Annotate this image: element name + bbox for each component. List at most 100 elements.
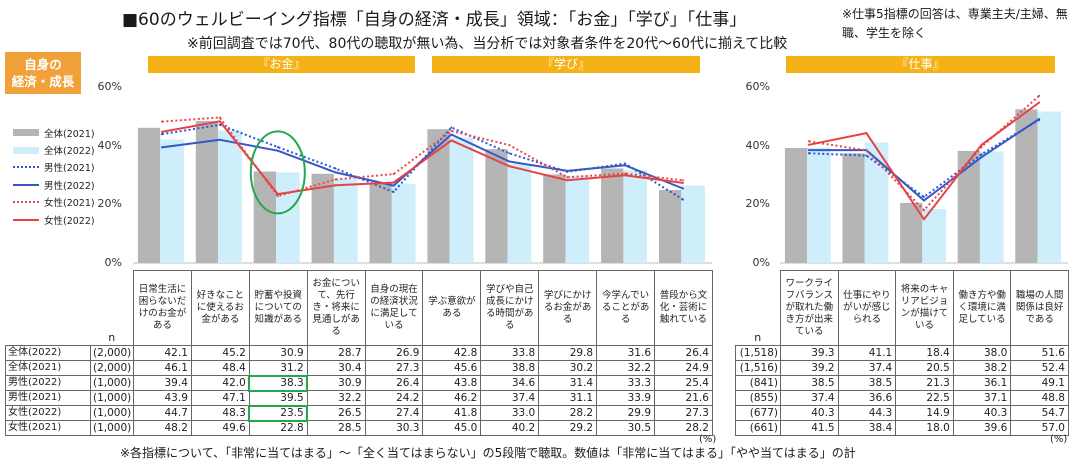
point-male-2022-left-9 (624, 164, 627, 167)
point-male-2021-right-4 (980, 153, 983, 156)
point-female-2022-right-3 (923, 218, 925, 221)
point-male-2022-left-8 (566, 169, 569, 172)
row-label: 男性(2022) (5, 375, 91, 391)
table-cell: 41.8 (422, 405, 482, 421)
unit-label-left: (%) (699, 434, 717, 445)
table-cell: 39.6 (952, 420, 1012, 436)
table-cell: 27.4 (364, 405, 424, 421)
point-male-2021-right-3 (923, 196, 925, 198)
domain-category-line-2: 経済・成長 (11, 74, 75, 89)
data-table-left-container: n 日常生活に困らないだけのお金がある 好きなことに使えるお金がある 貯蓄や投資につい… (5, 270, 713, 436)
table-row-total-2022: (1,518) 39.3 41.1 18.4 38.0 51.6 (735, 345, 1069, 361)
table-cell: 37.4 (480, 390, 540, 406)
plot-right (780, 94, 1068, 264)
row-sample-size: (1,516) (735, 360, 781, 376)
y-tick-right-0: 0% (752, 256, 770, 269)
point-female-2022-right-1 (807, 143, 810, 146)
domain-category-line-1: 自身の (24, 57, 62, 72)
table-cell: 30.3 (364, 420, 424, 436)
table-row-female-2022: (677) 40.3 44.3 14.9 40.3 54.7 (735, 405, 1069, 421)
y-tick-left-60: 60% (97, 80, 122, 93)
point-male-2021-left-10 (682, 198, 684, 201)
row-sample-size: (1,000) (90, 375, 134, 391)
category-label-left-4: お金について、先行き・将来に見通しがある (306, 270, 366, 346)
section-header-money: 『お金』 (148, 56, 415, 73)
section-header-work: 『仕事』 (786, 56, 1055, 73)
category-label-right-5: 職場の人間関係は良好である (1010, 270, 1069, 346)
table-row-total-2021: (1,516) 39.2 37.4 20.5 38.2 52.4 (735, 360, 1069, 376)
point-female-2021-left-5 (392, 173, 395, 176)
page-title: ■60のウェルビーイング指標「自身の経済・成長」領域：「お金」「学び」「仕事」 (122, 10, 747, 30)
table-cell: 26.4 (364, 375, 424, 391)
table-cell: 39.2 (780, 360, 839, 376)
line-male-2022-left (161, 133, 684, 190)
row-sample-size: (2,000) (90, 360, 134, 376)
table-cell: 38.0 (952, 345, 1012, 361)
point-female-2022-left-6 (450, 139, 453, 142)
category-label-left-5: 自身の現在の経済状況に満足している (364, 270, 424, 346)
point-female-2021-right-3 (923, 209, 925, 212)
bar-total-2021-left-3 (253, 171, 276, 263)
point-female-2021-left-9 (624, 172, 627, 175)
n-header: n (754, 331, 762, 344)
bar-total-2021-left-10 (659, 190, 682, 263)
table-cell: 37.4 (780, 390, 839, 406)
table-cell: 26.9 (364, 345, 424, 361)
table-row-female-2022: 女性(2022) (1,000) 44.7 48.3 23.5 26.5 27.4 41.8 3… (5, 404, 713, 422)
table-cell: 42.1 (133, 345, 192, 361)
table-cell: 33.9 (596, 390, 656, 406)
table-cell: 28.2 (654, 420, 713, 436)
table-row-male-2022: (841) 38.5 38.5 21.3 36.1 49.1 (735, 375, 1069, 391)
point-female-2021-right-1 (807, 140, 810, 143)
table-cell: 39.5 (248, 390, 308, 406)
bar-total-2022-right-2 (864, 142, 889, 263)
legend-swatch-female-2022 (13, 218, 39, 221)
point-female-2021-left-2 (218, 116, 221, 119)
category-label-right-2: 仕事にやりがいが感じられる (837, 270, 897, 346)
y-tick-left-40: 40% (97, 139, 122, 152)
legend-label-total-2021: 全体(2021) (44, 128, 95, 140)
point-male-2022-right-4 (980, 156, 983, 159)
bar-total-2022-right-1 (807, 147, 831, 263)
table-cell: 22.8 (248, 420, 308, 436)
table-cell: 29.8 (538, 345, 598, 361)
table-cell: 27.3 (654, 405, 713, 421)
bar-total-2022-right-5 (1037, 111, 1062, 263)
table-cell: 18.4 (895, 345, 954, 361)
table-cell: 33.0 (480, 405, 540, 421)
table-cell: 31.4 (538, 375, 598, 391)
highlight-circle (249, 130, 306, 215)
table-row-total-2021: 全体(2021) (2,000) 46.1 48.4 31.2 30.4 27.3 45.6 3… (5, 360, 713, 376)
footer-note: ※各指標について、「非常に当てはまる」～「全く当てはまらない」の5段階で聴取。数… (120, 446, 856, 460)
bar-total-2022-right-3 (922, 209, 946, 263)
legend-item-male-2021: 男性(2021) (13, 159, 125, 176)
category-label-left-10: 普段から文化・芸術に触れている (654, 270, 713, 346)
table-cell: 38.5 (780, 375, 839, 391)
point-male-2021-left-9 (624, 162, 627, 165)
bar-total-2021-left-8 (543, 174, 566, 263)
bar-total-2021-right-5 (1015, 109, 1038, 263)
category-label-left-1: 日常生活に困らないだけのお金がある (133, 270, 192, 346)
corner-cell (6, 271, 91, 346)
table-cell: 27.3 (364, 360, 424, 376)
table-cell: 37.4 (837, 360, 897, 376)
highlighted-cell: 38.3 (248, 374, 309, 392)
table-cell: 52.4 (1010, 360, 1069, 376)
legend-swatch-total-2022 (13, 146, 39, 154)
point-male-2022-left-7 (508, 160, 511, 163)
table-cell: 20.5 (895, 360, 954, 376)
legend-item-total-2021: 全体(2021) (13, 124, 125, 141)
legend-item-female-2021: 女性(2021) (13, 194, 125, 211)
table-head: n ワークライフバランスが取れた働き方が出来ている 仕事にやりがいが感じられる 将来の… (736, 270, 1069, 346)
table-cell: 49.1 (1010, 375, 1069, 391)
table-cell: 48.2 (133, 420, 192, 436)
point-male-2022-left-6 (450, 133, 453, 136)
point-male-2022-right-3 (923, 199, 925, 202)
legend-label-female-2021: 女性(2021) (44, 198, 95, 210)
point-male-2022-left-1 (160, 146, 163, 149)
point-male-2022-left-10 (682, 187, 684, 190)
table-cell: 21.6 (654, 390, 713, 406)
bar-total-2022-left-8 (565, 175, 590, 263)
table-cell: 21.3 (895, 375, 954, 391)
table-cell: 48.4 (190, 360, 250, 376)
